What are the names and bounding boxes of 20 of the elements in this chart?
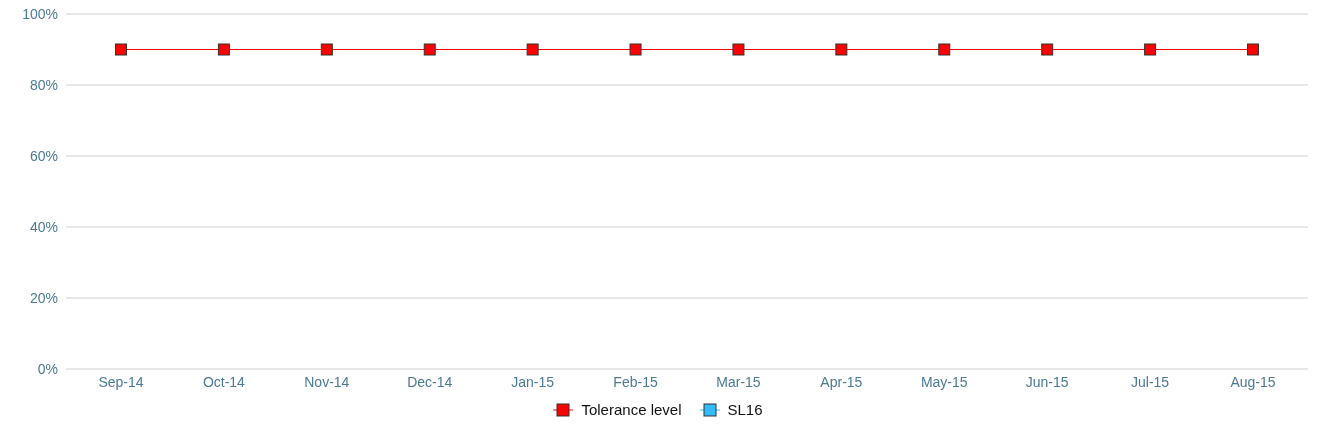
x-tick-label: Feb-15 [613,373,658,390]
x-tick-label: Dec-14 [407,373,453,390]
y-tick-label: 40% [29,218,58,235]
legend-label: SL16 [726,401,763,418]
x-tick-label: Jun-15 [1025,373,1069,390]
x-tick-label: Jan-15 [511,373,555,390]
y-tick-label: 80% [29,76,58,93]
y-tick-label: 60% [29,147,58,164]
y-tick-label: 0% [37,360,58,377]
x-tick-label: May-15 [920,373,968,390]
x-tick-label: Jul-15 [1131,373,1170,390]
legend-label: Tolerance level [580,401,682,418]
y-tick-label: 20% [29,289,58,306]
x-tick-label: Nov-14 [304,373,350,390]
x-tick-label: Aug-15 [1230,373,1276,390]
y-tick-label: 100% [22,5,58,22]
x-tick-label: Apr-15 [820,373,863,390]
x-tick-label: Mar-15 [716,373,761,390]
x-tick-label: Oct-14 [202,373,246,390]
x-tick-label: Sep-14 [98,373,144,390]
